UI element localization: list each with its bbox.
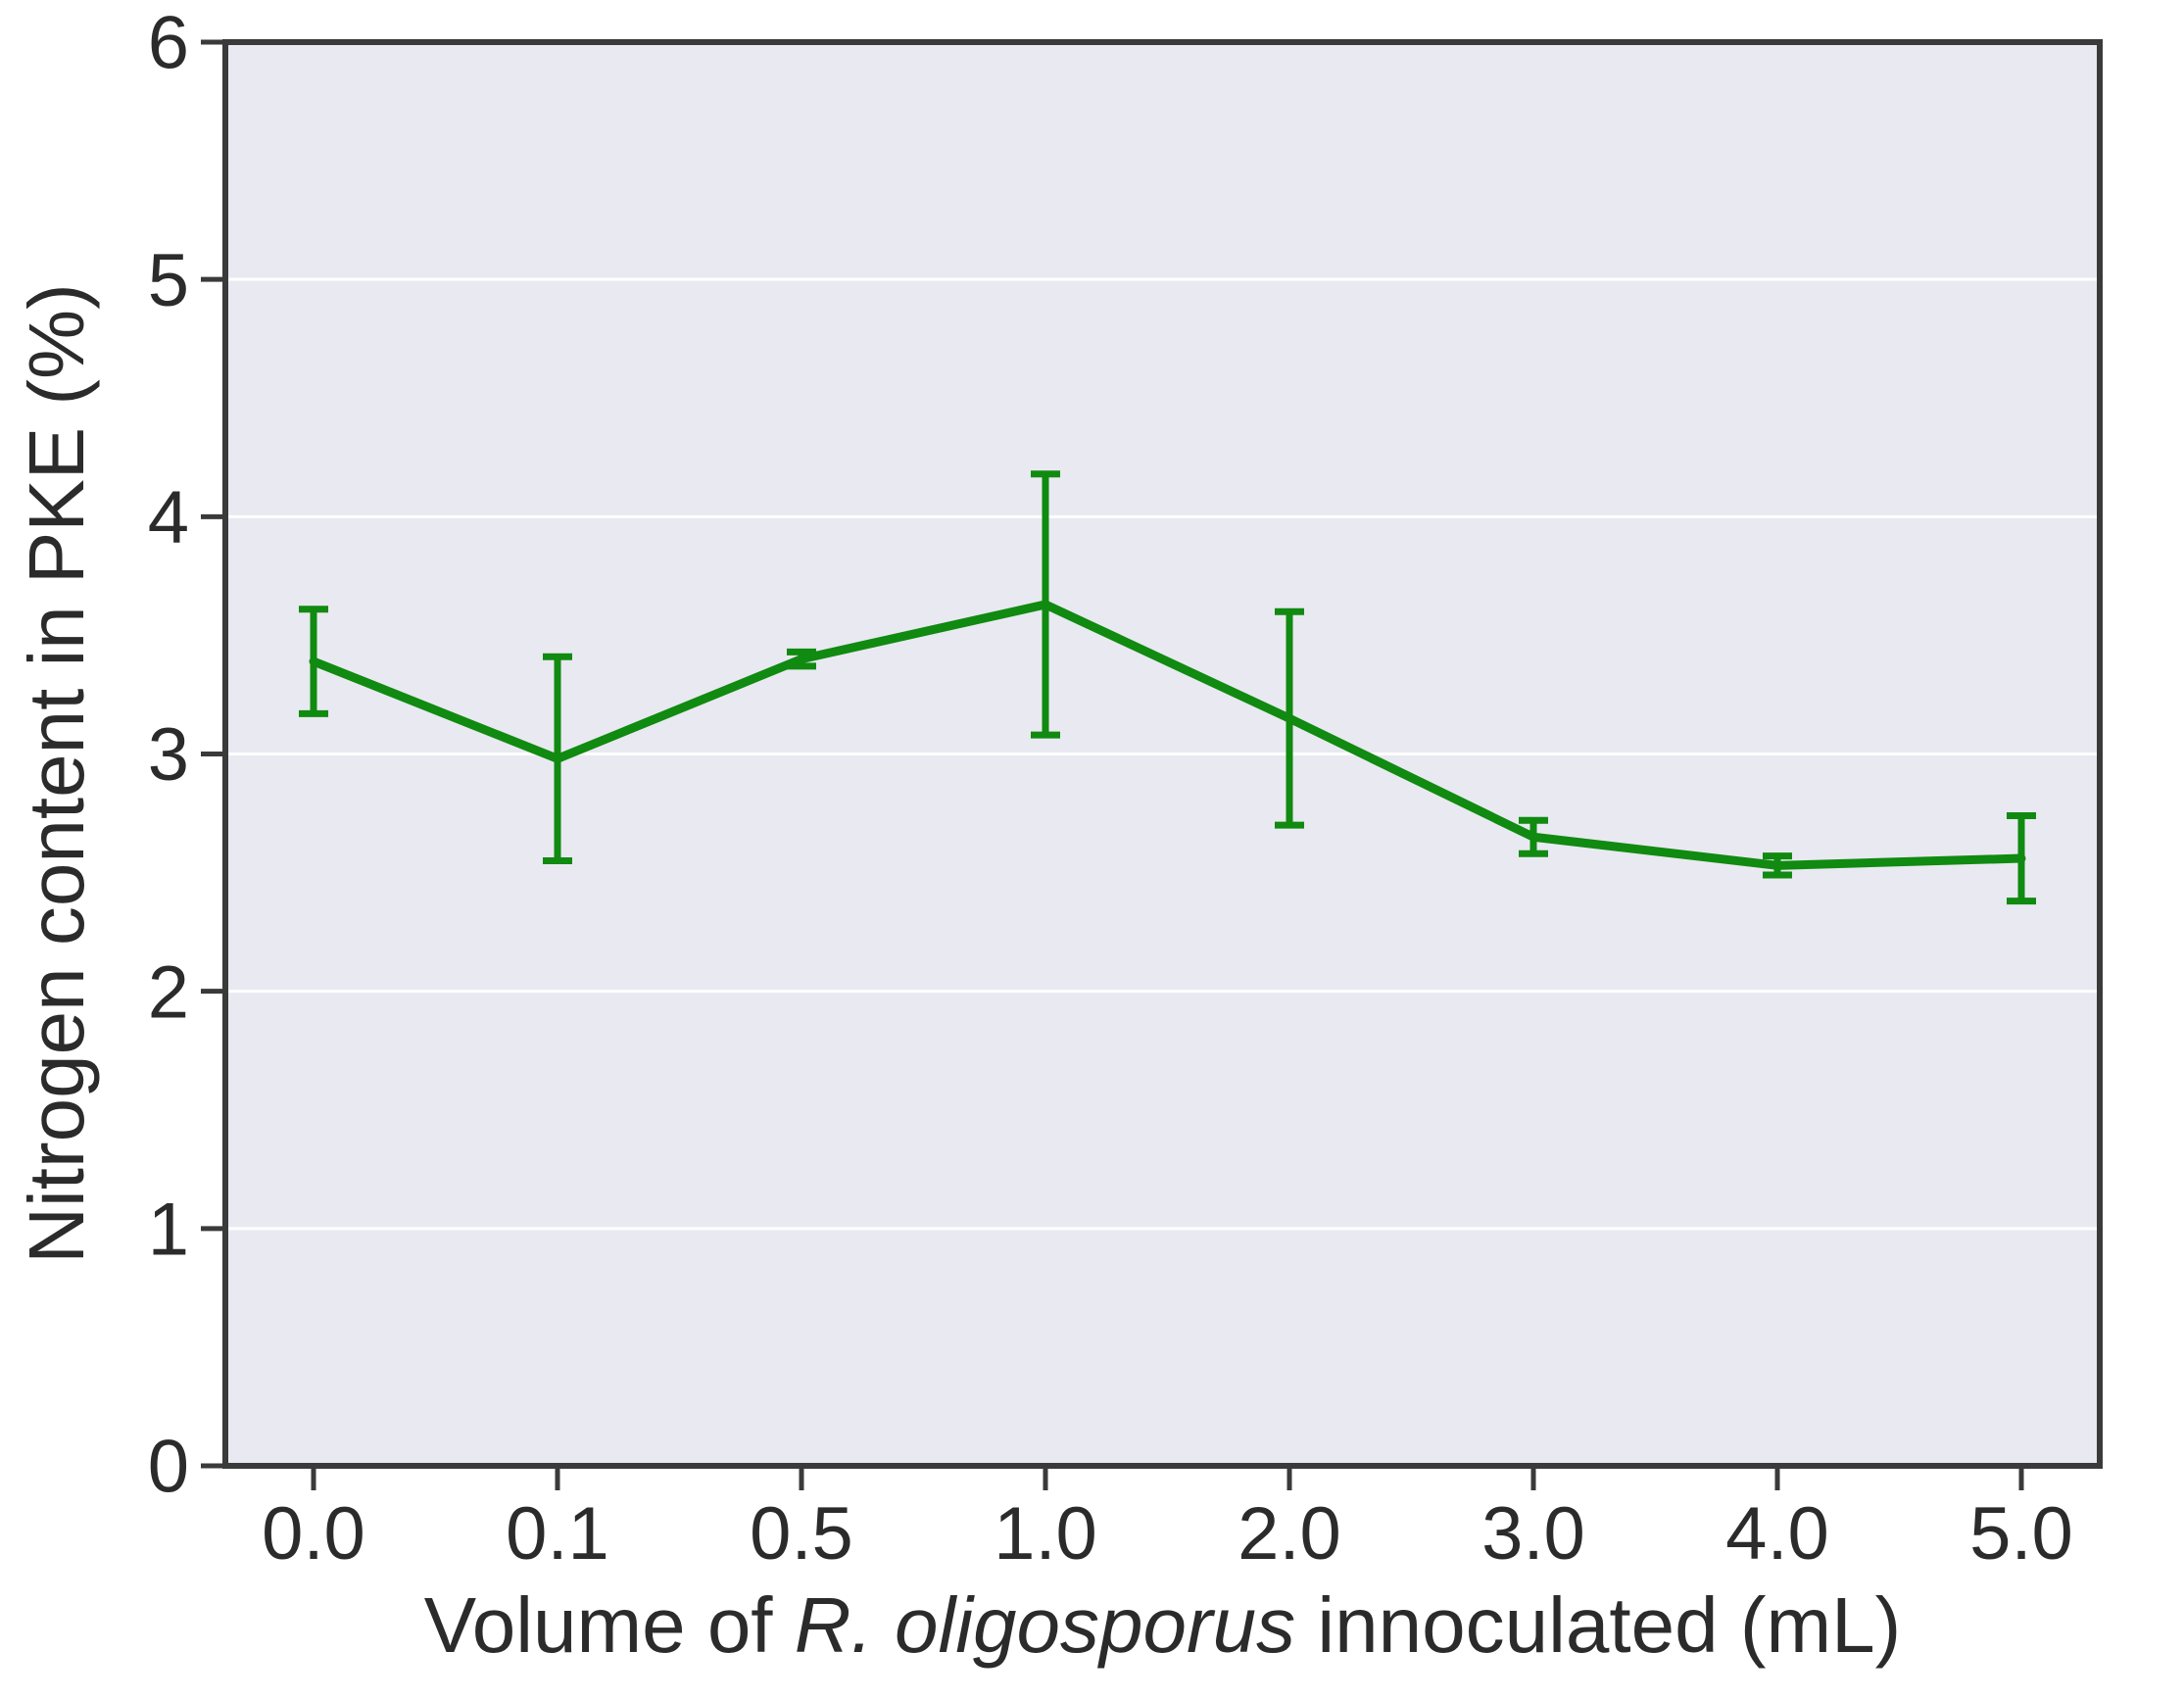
data-line	[309, 600, 2026, 870]
y-tick-label-0: 0	[148, 1426, 189, 1509]
x-axis-label: Volume of R. oligosporus innoculated (mL…	[424, 1581, 1901, 1669]
x-tick-label-2.0: 2.0	[1238, 1492, 1341, 1576]
y-tick-label-5: 5	[148, 239, 189, 322]
y-tick-label-1: 1	[148, 1188, 189, 1271]
x-tick-label-1.0: 1.0	[994, 1492, 1097, 1576]
y-tick-label-2: 2	[148, 950, 189, 1034]
x-tick-label-5.0: 5.0	[1969, 1492, 2073, 1576]
y-tick-label-6: 6	[148, 2, 189, 85]
x-tick-label-0.0: 0.0	[262, 1492, 365, 1576]
x-tick-label-3.0: 3.0	[1481, 1492, 1585, 1576]
x-tick-label-0.5: 0.5	[750, 1492, 853, 1576]
plot-frame	[222, 39, 2103, 1469]
x-tick-label-4.0: 4.0	[1725, 1492, 1829, 1576]
y-axis-label: Nitrogen content in PKE (%)	[13, 283, 100, 1263]
x-tick-label-0.1: 0.1	[506, 1492, 609, 1576]
y-tick-label-3: 3	[148, 713, 189, 797]
y-tick-label-4: 4	[148, 476, 189, 559]
